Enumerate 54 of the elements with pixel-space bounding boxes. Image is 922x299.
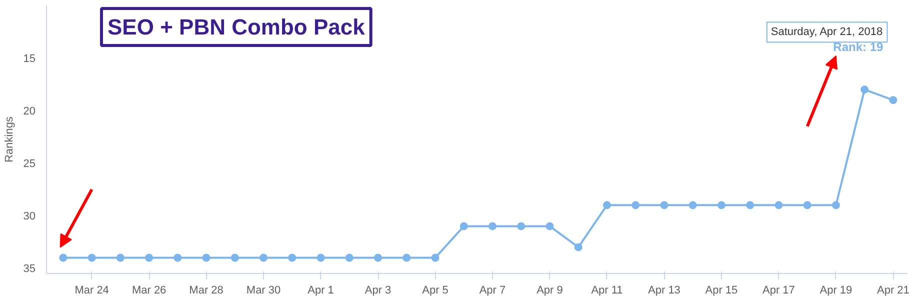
x-tick-label: Apr 17 — [762, 284, 795, 296]
point — [316, 254, 325, 262]
point — [774, 201, 783, 210]
point — [230, 254, 239, 262]
point — [574, 243, 582, 252]
x-tick-label: Mar 30 — [246, 284, 281, 296]
x-tick-label: Apr 3 — [364, 284, 392, 296]
y-tick-label: 15 — [23, 53, 36, 66]
x-tick-label: Apr 7 — [479, 284, 506, 296]
point — [717, 201, 726, 210]
point — [288, 254, 296, 262]
x-tick-label: Mar 28 — [189, 284, 224, 296]
point — [602, 201, 611, 210]
x-tick-label: Apr 1 — [308, 284, 334, 296]
point — [860, 86, 869, 94]
point — [88, 254, 96, 262]
point — [59, 254, 68, 262]
y-axis-title: Rankings — [3, 116, 16, 162]
point — [517, 222, 526, 230]
y-tick-label: 35 — [23, 263, 36, 276]
point — [488, 222, 497, 230]
point — [889, 96, 898, 104]
x-tick-label: Apr 9 — [536, 284, 563, 296]
x-tick-label: Mar 24 — [74, 284, 109, 296]
y-tick-label: 30 — [23, 210, 36, 223]
point — [402, 254, 411, 262]
point — [460, 222, 468, 230]
y-tick-label: 20 — [23, 106, 36, 118]
point — [145, 254, 154, 262]
point — [688, 201, 697, 210]
point — [632, 201, 640, 210]
y-tick-label: 25 — [23, 158, 36, 170]
point — [660, 201, 668, 210]
point — [546, 222, 554, 230]
x-tick-label: Apr 15 — [705, 284, 738, 296]
point — [260, 254, 268, 262]
x-tick-label: Apr 19 — [820, 284, 852, 296]
point — [202, 254, 210, 262]
annotation: Rank: 19 — [833, 40, 884, 54]
x-tick-label: Apr 5 — [422, 284, 448, 296]
point — [746, 201, 754, 210]
point — [832, 201, 840, 210]
chart-title: SEO + PBN Combo Pack — [108, 14, 366, 40]
x-tick-label: Apr 21 — [876, 284, 910, 296]
point — [174, 254, 182, 262]
point — [803, 201, 812, 210]
point — [431, 254, 440, 262]
point — [345, 254, 354, 262]
x-tick-label: Apr 13 — [648, 284, 680, 296]
point — [116, 254, 124, 262]
x-tick-label: Apr 11 — [591, 284, 623, 296]
point — [374, 254, 382, 262]
annotation: Saturday, Apr 21, 2018 — [770, 26, 883, 38]
x-tick-label: Mar 26 — [132, 284, 166, 296]
